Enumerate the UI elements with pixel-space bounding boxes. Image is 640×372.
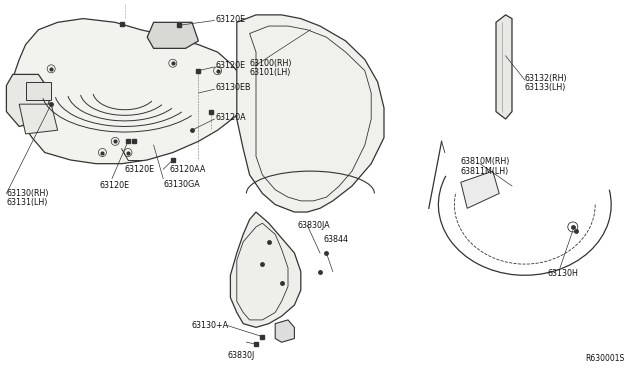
Polygon shape: [13, 19, 243, 164]
Polygon shape: [237, 15, 384, 212]
Text: 63130GA: 63130GA: [163, 180, 200, 189]
Text: 63120AA: 63120AA: [170, 165, 206, 174]
Text: 63120E: 63120E: [216, 15, 246, 24]
Text: 63130(RH): 63130(RH): [6, 189, 49, 198]
Polygon shape: [496, 15, 512, 119]
Text: R630001S: R630001S: [585, 355, 624, 363]
Text: 63133(LH): 63133(LH): [525, 83, 566, 92]
Text: 63130EB: 63130EB: [216, 83, 251, 92]
Polygon shape: [237, 223, 288, 320]
Text: 63811M(LH): 63811M(LH): [461, 167, 509, 176]
Text: 63120E: 63120E: [216, 61, 246, 70]
Polygon shape: [250, 26, 371, 201]
Polygon shape: [26, 82, 51, 100]
Polygon shape: [275, 320, 294, 342]
Text: 63101(LH): 63101(LH): [250, 68, 291, 77]
Text: 63810M(RH): 63810M(RH): [461, 157, 510, 166]
Text: 63132(RH): 63132(RH): [525, 74, 568, 83]
Polygon shape: [230, 212, 301, 327]
Text: 63844: 63844: [323, 235, 348, 244]
Polygon shape: [19, 104, 58, 134]
Text: 63130H: 63130H: [547, 269, 578, 278]
Text: 63100(RH): 63100(RH): [250, 59, 292, 68]
Text: 63120A: 63120A: [216, 113, 246, 122]
Text: 63131(LH): 63131(LH): [6, 198, 48, 207]
Text: 63120E: 63120E: [99, 182, 129, 190]
Text: 63130+A: 63130+A: [192, 321, 229, 330]
Polygon shape: [147, 22, 198, 48]
Polygon shape: [6, 74, 51, 126]
Text: 63120E: 63120E: [125, 165, 155, 174]
Text: 63830JA: 63830JA: [298, 221, 330, 230]
Text: 63830J: 63830J: [227, 351, 255, 360]
Polygon shape: [461, 171, 499, 208]
